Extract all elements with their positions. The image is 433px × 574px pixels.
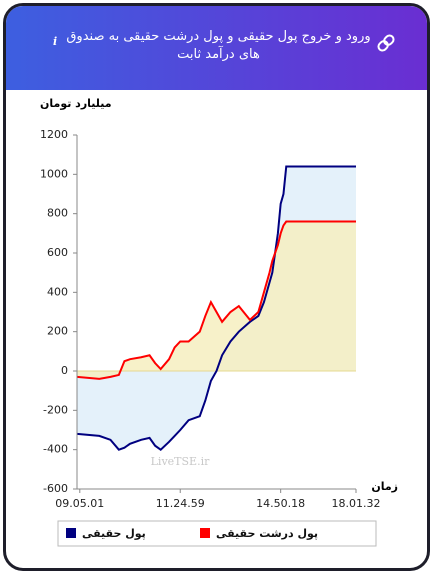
y-axis-label: میلیارد تومان — [40, 97, 112, 110]
watermark: LiveTSE.ir — [151, 455, 210, 468]
y-tick-label: 1000 — [40, 167, 68, 180]
card: ورود و خروج پول حقیقی و پول درشت حقیقی ب… — [3, 3, 430, 571]
header: ورود و خروج پول حقیقی و پول درشت حقیقی ب… — [6, 6, 427, 90]
y-tick-label: 0 — [61, 364, 68, 377]
legend-swatch — [200, 528, 210, 538]
x-tick-label: 14.50.18 — [256, 497, 305, 510]
x-tick-label: 09.05.01 — [55, 497, 104, 510]
x-tick-label: 18.01.32 — [332, 497, 381, 510]
y-tick-label: -400 — [43, 443, 68, 456]
x-tick-label: 11.24.59 — [156, 497, 205, 510]
header-title: ورود و خروج پول حقیقی و پول درشت حقیقی ب… — [66, 29, 371, 62]
series-line — [76, 220, 356, 380]
y-tick-label: 200 — [47, 325, 68, 338]
y-tick-label: 1200 — [40, 128, 68, 141]
y-tick-label: -600 — [43, 482, 68, 495]
y-tick-label: -200 — [43, 403, 68, 416]
link-icon[interactable] — [377, 34, 395, 52]
legend-label: پول حقیقی — [82, 527, 146, 540]
y-tick-label: 800 — [47, 207, 68, 220]
y-tick-label: 400 — [47, 285, 68, 298]
legend — [57, 520, 377, 547]
legend-label: پول درشت حقیقی — [216, 527, 318, 540]
info-icon[interactable]: i — [53, 35, 57, 48]
series-line — [76, 165, 356, 451]
x-axis-label: زمان — [371, 480, 398, 493]
y-tick-label: 600 — [47, 246, 68, 259]
legend-swatch — [66, 528, 76, 538]
area — [77, 221, 356, 379]
header-icons: i — [53, 34, 395, 52]
